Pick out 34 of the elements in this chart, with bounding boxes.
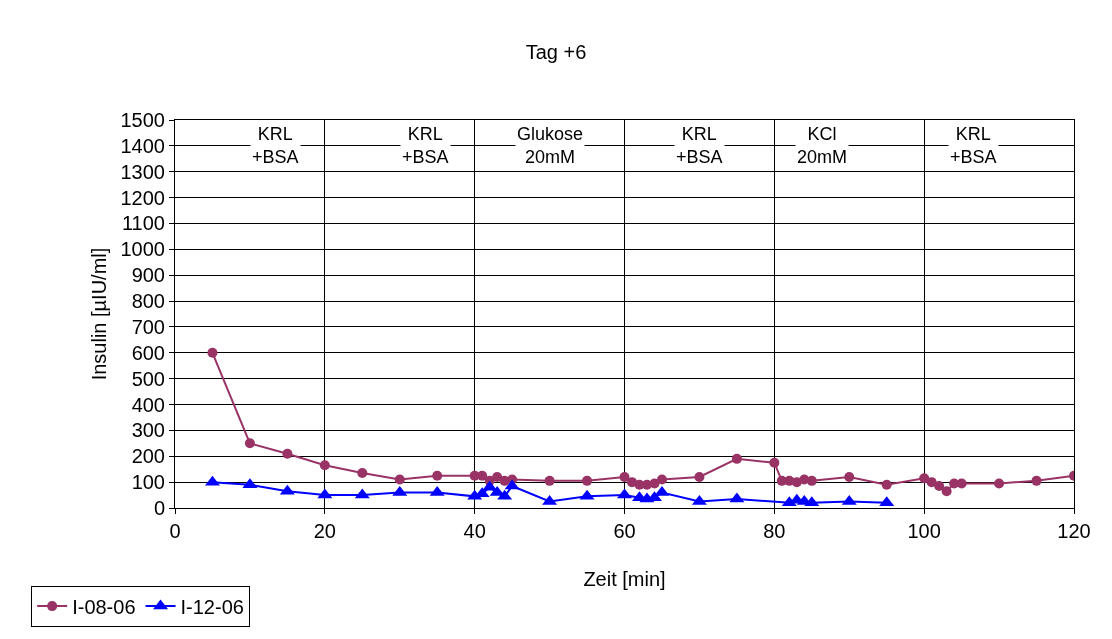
annotation: KCl 20mM [797, 124, 848, 168]
legend-label: I-08-06 [72, 595, 136, 618]
y-tick-label: 100 [131, 471, 165, 494]
annotation: KRL +BSA [402, 124, 449, 168]
x-tick-label: 40 [463, 520, 486, 542]
annotation: Glukose 20mM [517, 124, 584, 168]
y-tick-label: 1200 [120, 186, 165, 209]
y-tick-label: 600 [131, 341, 165, 364]
y-tick-label: 800 [131, 290, 165, 313]
y-axis-title: Insulin [µIU/ml] [88, 247, 110, 381]
y-tick-label: 1300 [120, 160, 165, 183]
y-tick-label: 300 [131, 419, 165, 442]
y-tick-label: 400 [131, 393, 165, 416]
chart-title: Tag +6 [525, 40, 587, 63]
y-tick-label: 1000 [120, 238, 165, 261]
y-tick-label: 500 [131, 367, 165, 390]
x-tick-label: 20 [313, 520, 336, 542]
annotation: KRL +BSA [676, 124, 723, 168]
x-tick-label: 0 [169, 520, 181, 542]
y-tick-label: 0 [153, 497, 165, 519]
x-tick-label: 80 [763, 520, 786, 542]
x-tick-label: 120 [1057, 520, 1091, 542]
annotation: KRL +BSA [252, 124, 299, 168]
x-axis-title: Zeit [min] [583, 567, 666, 590]
x-tick-label: 60 [613, 520, 636, 542]
x-tick-label: 100 [907, 520, 941, 542]
annotation: KRL +BSA [950, 124, 997, 168]
y-tick-label: 1100 [121, 212, 165, 235]
y-tick-label: 200 [131, 445, 165, 468]
y-tick-label: 700 [131, 315, 165, 338]
y-tick-label: 900 [131, 264, 165, 287]
y-tick-label: 1400 [120, 134, 165, 157]
legend-label: I-12-06 [180, 595, 244, 618]
y-tick-label: 1500 [120, 109, 165, 131]
